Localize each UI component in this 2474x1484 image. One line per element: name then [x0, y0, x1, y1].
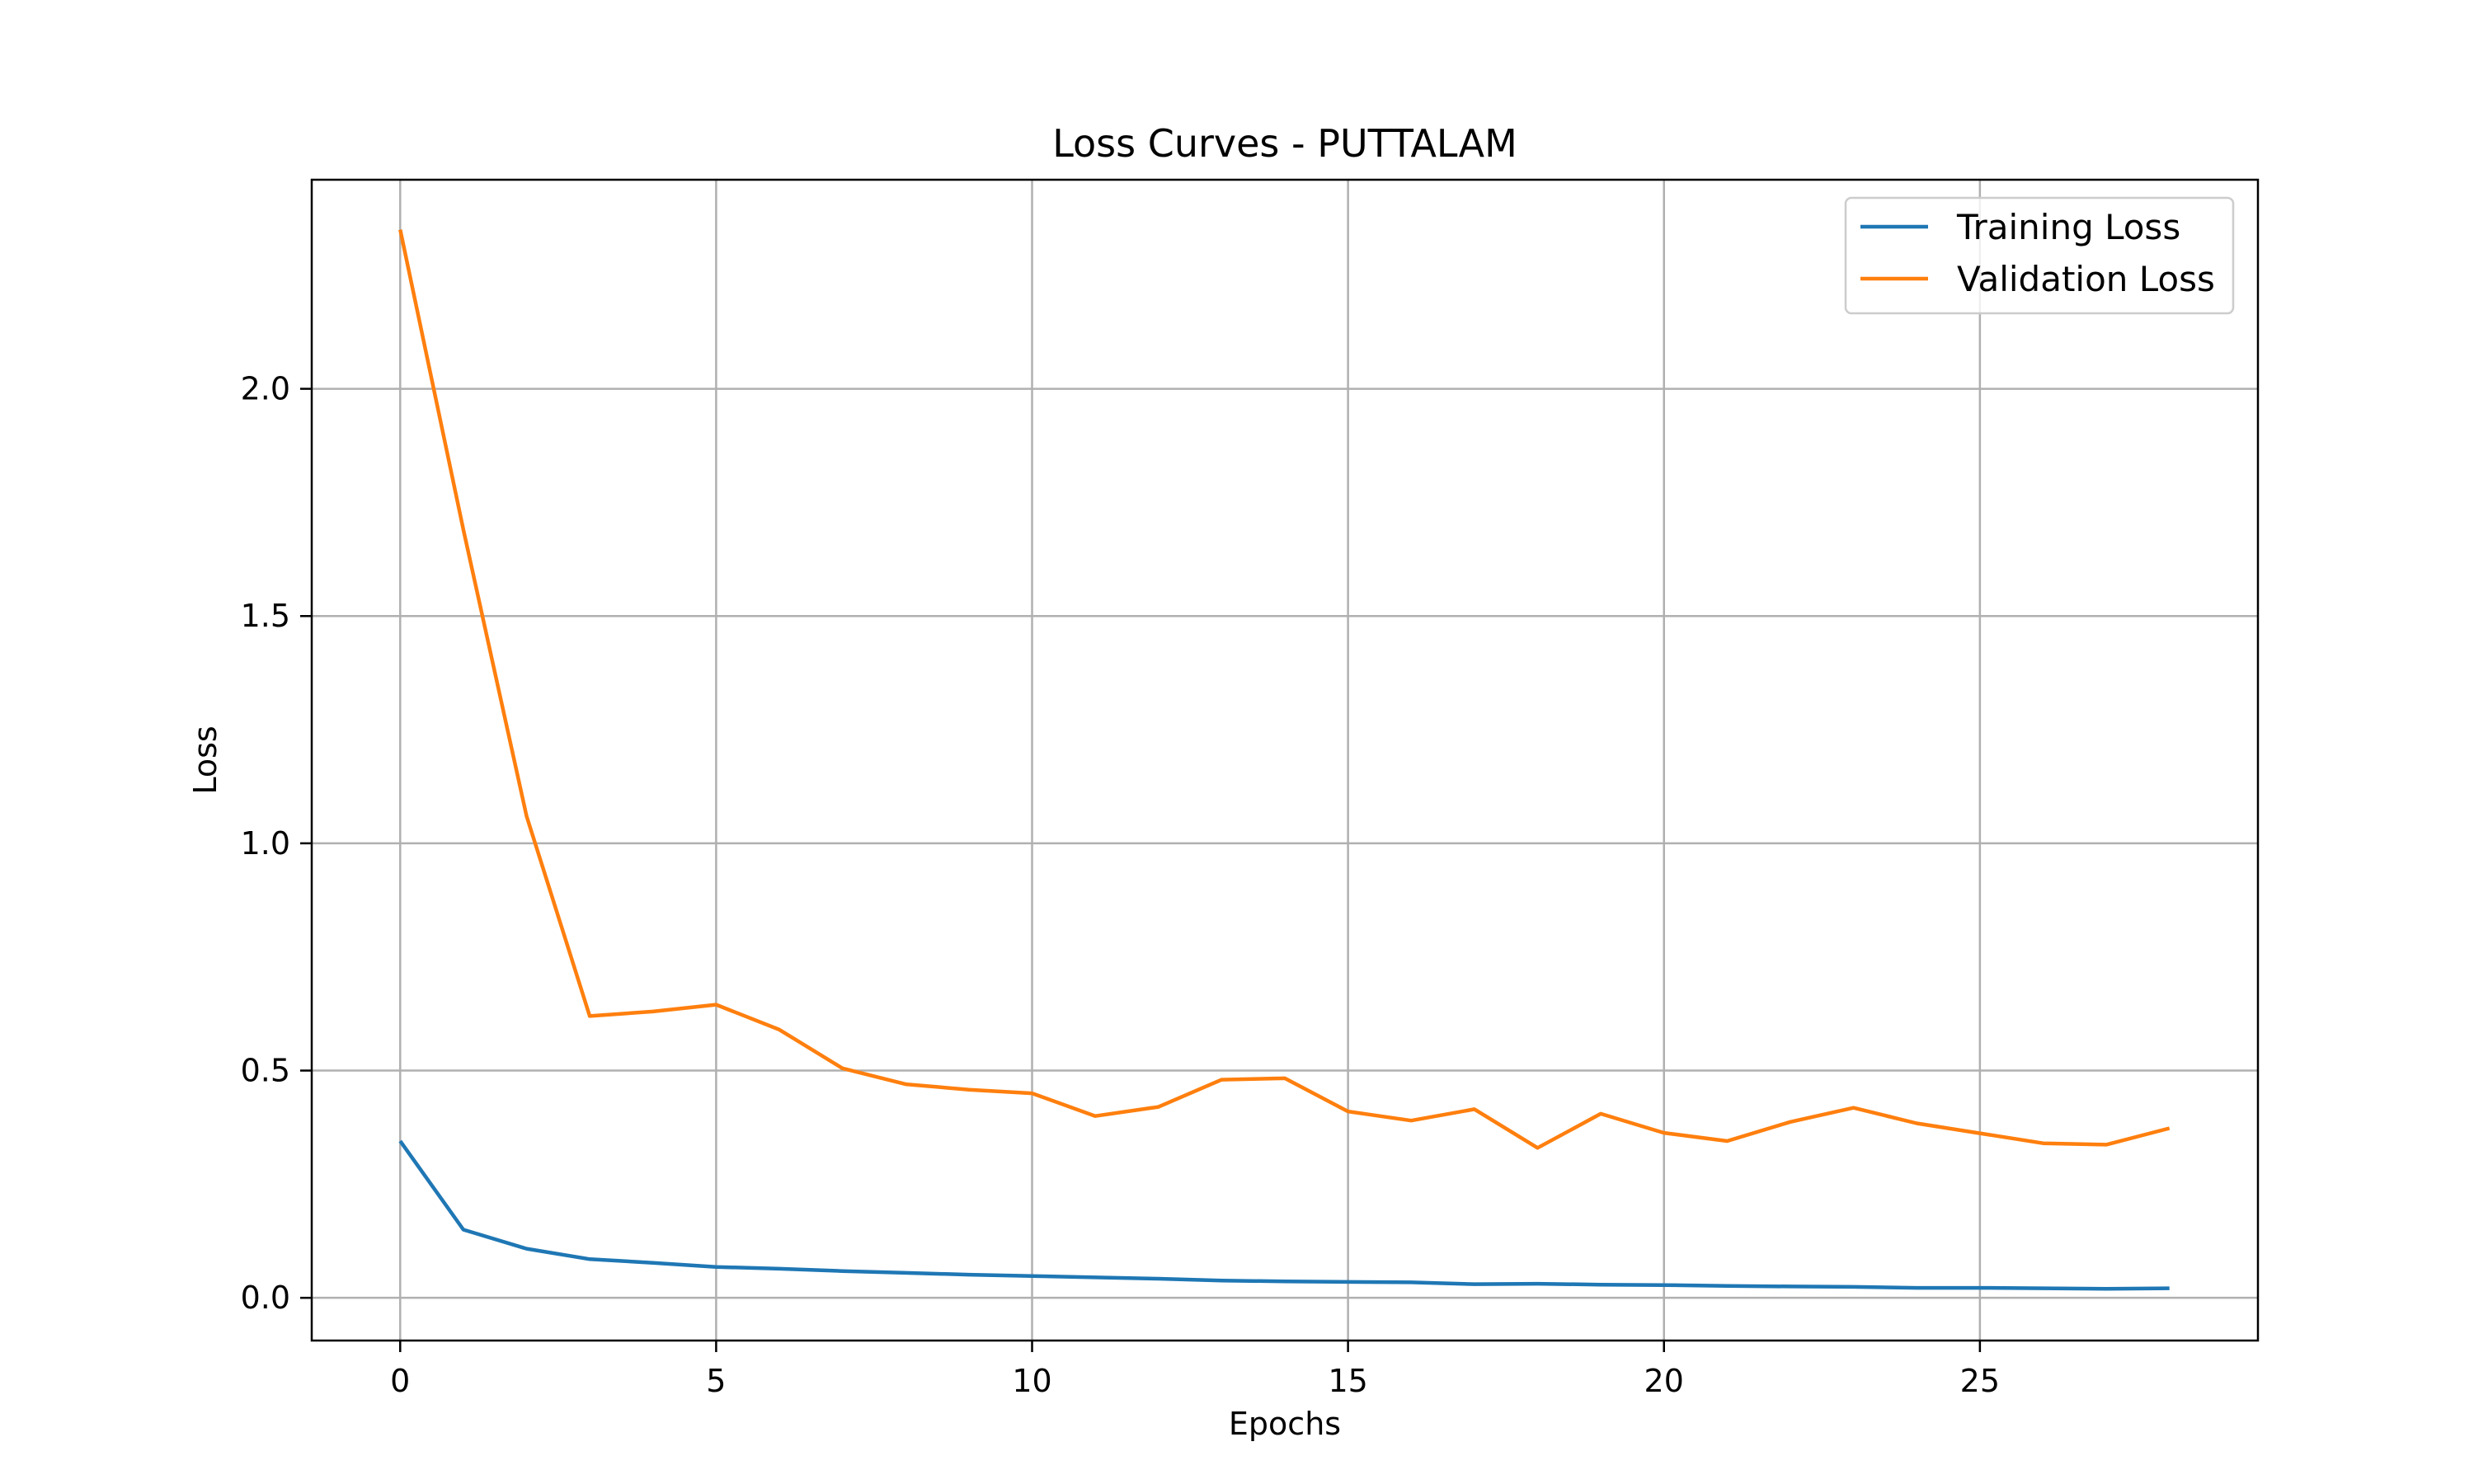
x-tick-label: 20	[1644, 1363, 1684, 1399]
legend: Training Loss Validation Loss	[1844, 196, 2235, 315]
y-tick-label: 1.5	[241, 598, 290, 634]
y-tick-label: 1.0	[241, 825, 290, 862]
grid	[312, 180, 2258, 1341]
y-tick-label: 0.5	[241, 1053, 290, 1089]
legend-box	[1844, 196, 2235, 315]
x-tick-label: 10	[1012, 1363, 1051, 1399]
x-tick-label: 15	[1328, 1363, 1367, 1399]
y-tick-label: 2.0	[241, 371, 290, 407]
y-tick-label: 0.0	[241, 1280, 290, 1316]
x-tick-label: 25	[1960, 1363, 2000, 1399]
series-lines	[398, 229, 2171, 1291]
x-axis-label: Epochs	[1229, 1406, 1341, 1442]
x-axis-ticks: 0 5 10 15 20 25	[390, 1341, 2000, 1399]
training-loss-line	[398, 1139, 2170, 1291]
y-axis-ticks: 0.0 0.5 1.0 1.5 2.0	[241, 371, 312, 1316]
x-tick-label: 5	[706, 1363, 726, 1399]
plot-frame	[310, 178, 2260, 1342]
x-tick-label: 0	[390, 1363, 410, 1399]
validation-loss-line	[398, 229, 2171, 1150]
legend-label-training-loss: Training Loss	[1956, 207, 2180, 247]
legend-label-validation-loss: Validation Loss	[1957, 259, 2215, 299]
y-axis-label: Loss	[187, 726, 223, 794]
chart-title: Loss Curves - PUTTALAM	[1052, 121, 1517, 166]
